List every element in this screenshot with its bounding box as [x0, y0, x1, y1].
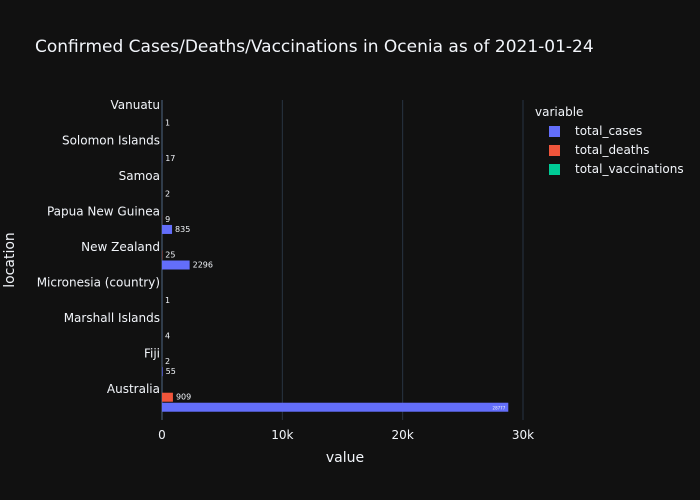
- y-tick-label: Marshall Islands: [64, 311, 160, 325]
- y-axis-title: location: [2, 232, 18, 288]
- x-tick-label: 30k: [512, 428, 534, 442]
- data-label: 835: [175, 225, 190, 234]
- bar-total_cases: [162, 224, 173, 234]
- data-label: 1: [165, 118, 170, 127]
- x-tick-label: 10k: [271, 428, 293, 442]
- data-label: 2296: [193, 261, 213, 270]
- x-tick-label: 20k: [392, 428, 414, 442]
- data-label: 17: [165, 154, 175, 163]
- data-label: 4: [165, 332, 170, 341]
- legend-swatch: [549, 126, 560, 137]
- grid-lines: [161, 100, 524, 420]
- bars: [162, 118, 509, 412]
- y-tick-label: Solomon Islands: [62, 133, 160, 147]
- data-label: 25: [165, 251, 175, 260]
- legend-item-label: total_vaccinations: [575, 162, 684, 176]
- legend-item-label: total_cases: [575, 124, 642, 138]
- x-axis-title: value: [326, 450, 364, 466]
- y-tick-label: Fiji: [144, 347, 160, 361]
- legend-title: variable: [535, 105, 583, 119]
- y-tick-label: New Zealand: [81, 240, 160, 254]
- data-label: 909: [176, 393, 191, 402]
- bar-total_cases: [162, 402, 509, 412]
- y-tick-label: Papua New Guinea: [47, 204, 160, 218]
- y-tick-label: Australia: [107, 382, 160, 396]
- legend: variable total_cases total_deaths total_va…: [535, 105, 684, 176]
- data-label: 55: [166, 367, 176, 376]
- legend-item-label: total_deaths: [575, 143, 649, 157]
- data-label: 2: [165, 189, 170, 198]
- bar-total_cases: [162, 367, 163, 377]
- legend-swatch: [549, 145, 560, 156]
- x-tick-labels: 0 10k 20k 30k: [158, 428, 534, 442]
- data-label: 1: [165, 296, 170, 305]
- y-tick-label: Samoa: [119, 169, 160, 183]
- y-tick-label: Vanuatu: [110, 98, 160, 112]
- legend-swatch: [549, 164, 560, 175]
- bar-total_deaths: [162, 392, 173, 402]
- y-tick-labels: Australia Fiji Marshall Islands Micronesia …: [37, 98, 160, 396]
- data-label: 28777: [493, 406, 506, 411]
- x-tick-label: 0: [158, 428, 166, 442]
- data-label: 9: [165, 215, 170, 224]
- y-tick-label: Micronesia (country): [37, 276, 160, 290]
- bar-total_cases: [162, 260, 190, 270]
- chart-title: Confirmed Cases/Deaths/Vaccinations in O…: [35, 37, 594, 57]
- data-label: 2: [165, 357, 170, 366]
